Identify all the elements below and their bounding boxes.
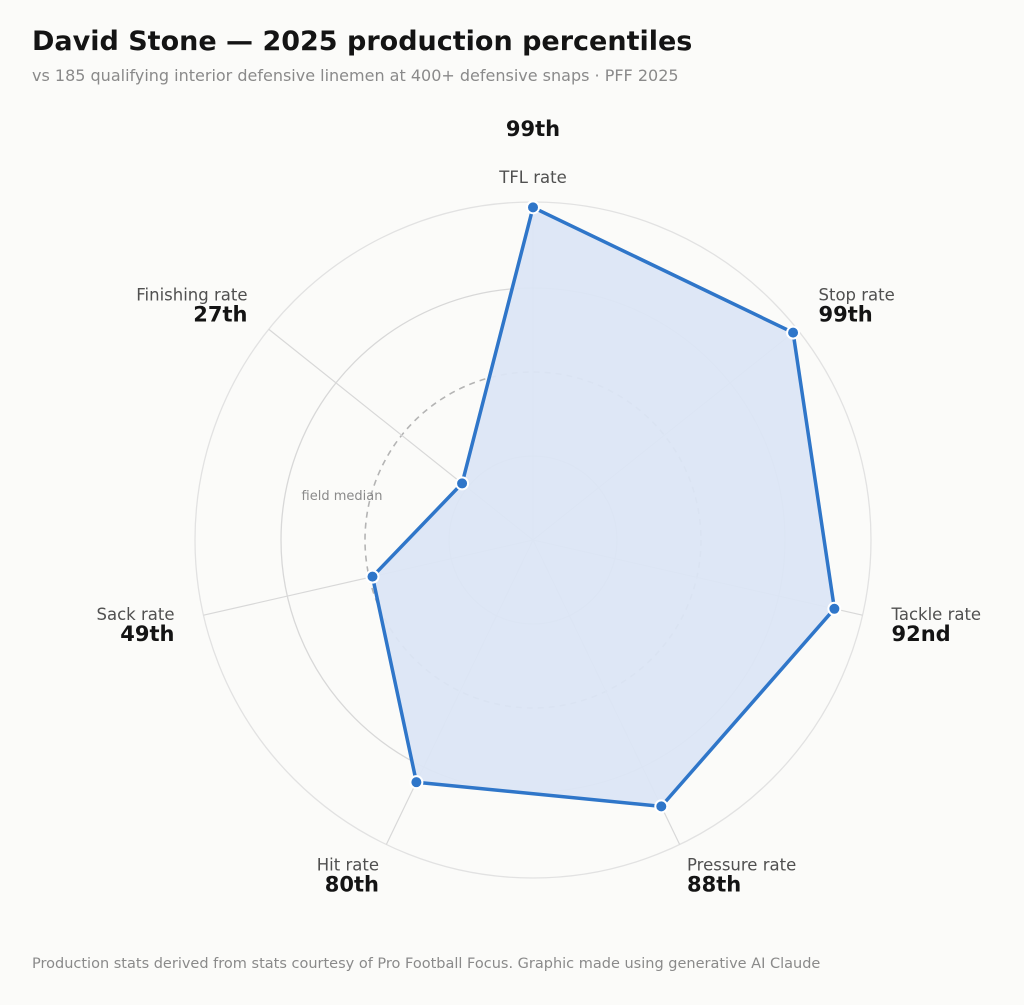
- axis-name-label: Finishing rate: [136, 285, 247, 304]
- data-point: [827, 601, 842, 616]
- axis-value-label: 92nd: [892, 622, 951, 646]
- axis-value-label: 99th: [506, 117, 560, 141]
- data-point: [365, 569, 380, 584]
- data-point: [654, 799, 669, 814]
- axis-value-label: 88th: [687, 873, 741, 897]
- radar-series: [365, 200, 842, 814]
- data-point: [409, 775, 424, 790]
- data-point: [455, 476, 470, 491]
- axis-name-label: TFL rate: [498, 168, 567, 187]
- axis-name-label: Pressure rate: [687, 856, 796, 875]
- median-label: field median: [302, 489, 383, 504]
- data-point: [786, 325, 801, 340]
- data-point: [526, 200, 540, 215]
- series-polygon: [370, 205, 837, 809]
- chart-title: David Stone — 2025 production percentile…: [32, 26, 693, 57]
- axis-name-label: Hit rate: [317, 856, 379, 875]
- footer-credit: Production stats derived from stats cour…: [32, 956, 821, 972]
- axis-name-label: Tackle rate: [891, 605, 982, 624]
- axis-value-label: 27th: [193, 302, 247, 326]
- chart-subtitle: vs 185 qualifying interior defensive lin…: [32, 66, 679, 85]
- axis-value-label: 99th: [819, 302, 873, 326]
- axis-value-label: 80th: [325, 873, 379, 897]
- axis-name-label: Sack rate: [97, 605, 175, 624]
- axis-value-label: 49th: [120, 622, 174, 646]
- axis-name-label: Stop rate: [819, 285, 895, 304]
